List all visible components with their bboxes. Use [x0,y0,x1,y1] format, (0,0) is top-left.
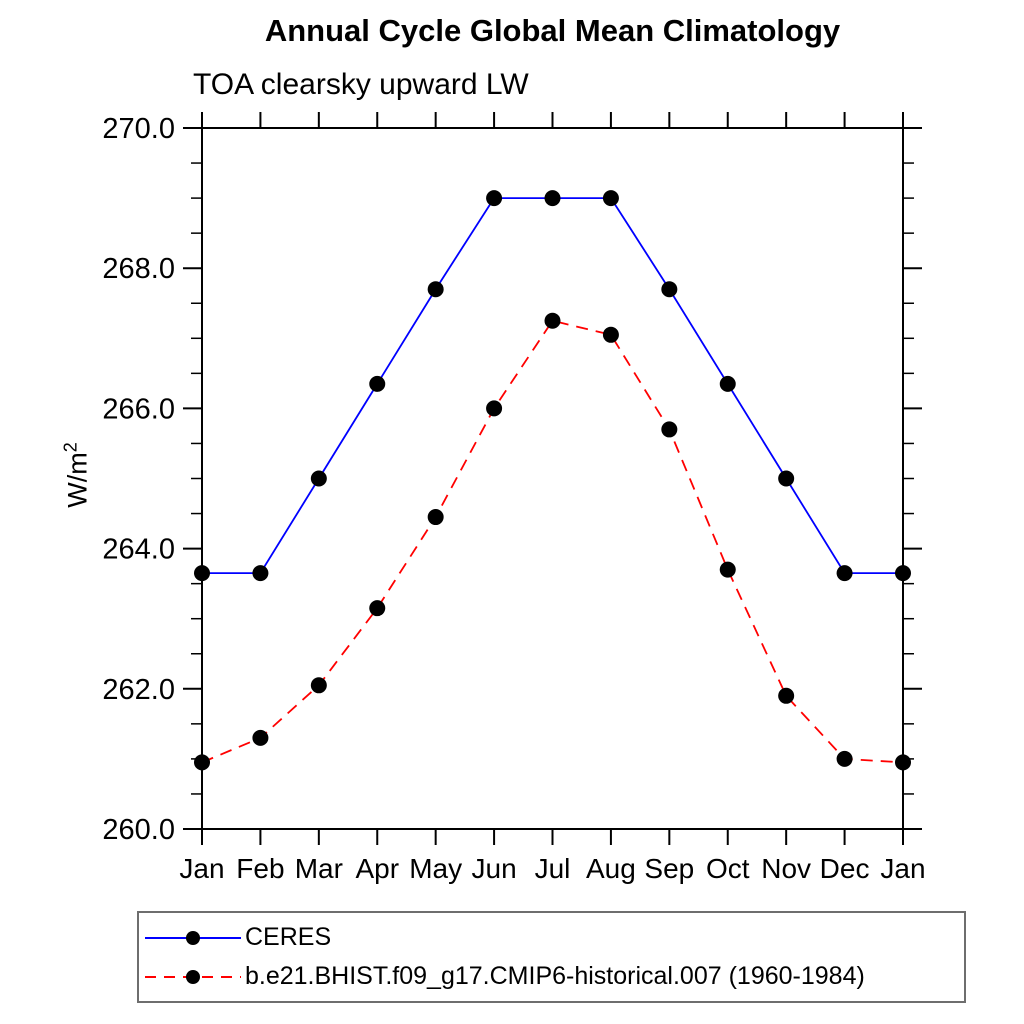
x-tick-label: May [409,853,462,884]
ceres-data-point-marker [544,190,561,207]
model-data-point-marker [719,561,736,578]
legend-marker-dot [186,930,200,945]
legend-line-sample-solid [145,930,241,945]
model-line [201,319,904,764]
x-tick-label: Oct [706,853,750,884]
ceres-data-point-marker [310,470,327,487]
model-data-point-marker [252,729,269,746]
legend-marker-dot [186,969,200,984]
legend-label-model: b.e21.BHIST.f09_g17.CMIP6-historical.007… [245,962,865,990]
ceres-data-point-marker [661,281,678,298]
y-tick-label: 266.0 [102,393,175,425]
legend-line-sample-dashed [145,969,241,984]
ceres-data-point-marker [369,375,386,392]
model-data-point-marker [194,754,210,771]
ceres-data-point-marker [778,470,795,487]
ceres-data-point-marker [895,565,911,582]
legend-entry-model: b.e21.BHIST.f09_g17.CMIP6-historical.007… [143,962,964,991]
x-tick-label: Jan [179,853,224,884]
model-data-point-marker [369,600,386,617]
ceres-data-point-marker [252,565,269,582]
legend-label-ceres: CERES [245,923,332,951]
y-tick-label: 268.0 [102,253,175,285]
model-data-point-marker [895,754,911,771]
ceres-data-point-marker [486,190,503,207]
y-tick-label: 260.0 [102,814,175,846]
model-data-point-marker [836,750,853,767]
x-tick-label: Feb [236,853,284,884]
ceres-line [202,197,903,575]
model-data-point-marker [661,421,678,438]
ceres-data-point-marker [719,375,736,392]
x-tick-label: Jul [535,853,571,884]
ceres-data-point-marker [194,565,210,582]
x-tick-label: Jan [880,853,925,884]
ceres-data-point-marker [427,281,444,298]
y-tick-label: 264.0 [102,534,175,566]
x-tick-label: Jun [472,853,517,884]
x-tick-label: Apr [355,853,399,884]
plot-frame [201,127,904,830]
legend-entry-ceres: CERES [143,923,964,952]
model-data-point-marker [602,326,619,343]
x-tick-label: Nov [761,853,811,884]
chart-title: Annual Cycle Global Mean Climatology [264,13,841,48]
x-tick-label: Sep [644,853,694,884]
y-tick-label: 262.0 [102,674,175,706]
model-data-point-marker [544,312,561,329]
x-tick-label: Mar [295,853,343,884]
ceres-data-point-marker [836,565,853,582]
model-data-point-marker [310,677,327,694]
model-data-point-marker [486,400,503,417]
x-tick-label: Aug [586,853,636,884]
model-data-point-marker [778,687,795,704]
chart-subtitle: TOA clearsky upward LW [193,68,529,101]
ceres-data-point-marker [602,190,619,207]
y-tick-label: 270.0 [102,113,175,145]
legend: CERES b.e21.BHIST.f09_g17.CMIP6-historic… [137,911,966,1003]
x-tick-label: Dec [820,853,870,884]
model-data-point-marker [427,509,444,526]
